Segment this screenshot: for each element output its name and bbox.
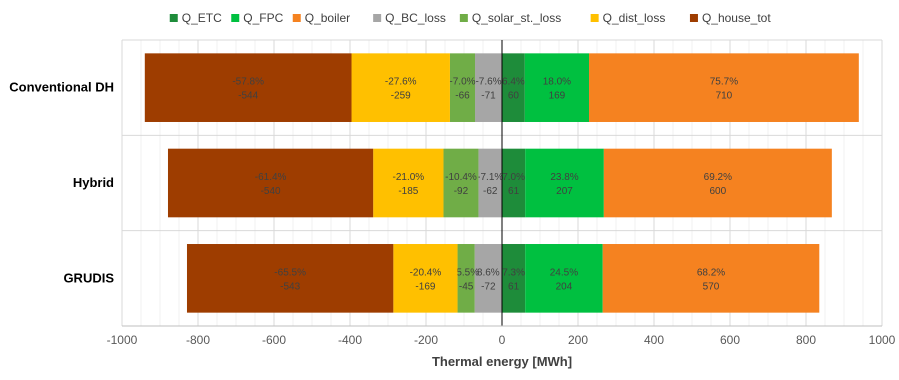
bar-segment <box>474 244 502 313</box>
bar-segment <box>457 244 475 313</box>
x-tick-label: 600 <box>720 333 740 347</box>
legend-swatch <box>689 14 698 22</box>
data-label-percent: 8.6% <box>477 267 500 278</box>
bar-segment <box>502 53 525 122</box>
data-label-value: 204 <box>556 281 573 292</box>
x-tick-label: -400 <box>338 333 362 347</box>
bar-segment <box>393 244 458 313</box>
data-label-percent: -7.1% <box>477 172 503 183</box>
bar-segment <box>449 53 476 122</box>
category-label: Conventional DH <box>9 80 114 95</box>
legend-label: Q_ETC <box>182 11 222 25</box>
x-tick-label: -600 <box>262 333 286 347</box>
data-label-percent: 69.2% <box>704 172 732 183</box>
bar-segment <box>186 244 394 313</box>
bars: 6.4% 60 18.0% 169 75.7% 710 -7.6% -71 -7.0% -66 -2… <box>144 53 859 313</box>
bar-segment <box>603 148 832 218</box>
data-label-percent: -20.4% <box>410 267 442 278</box>
bar-segment <box>602 244 820 313</box>
data-label-value: -71 <box>481 91 496 102</box>
data-label-value: 61 <box>508 281 520 292</box>
data-label-percent: -65.5% <box>274 267 306 278</box>
x-tick-label: 200 <box>568 333 588 347</box>
data-label-value: -92 <box>454 186 469 197</box>
data-label-percent: 23.8% <box>550 172 578 183</box>
data-label-value: 61 <box>508 186 520 197</box>
data-label-percent: -27.6% <box>385 77 417 88</box>
data-label-percent: -10.4% <box>445 172 477 183</box>
bar-segment <box>525 148 604 218</box>
legend-swatch <box>292 14 301 22</box>
data-label-percent: 7.0% <box>502 172 525 183</box>
x-tick-label: -800 <box>186 333 210 347</box>
legend-swatch <box>373 14 382 22</box>
data-label-percent: -7.6% <box>475 77 501 88</box>
data-label-value: 60 <box>508 91 520 102</box>
bar-segment <box>502 244 526 313</box>
bar-segment <box>351 53 450 122</box>
legend-label: Q_boiler <box>305 11 350 25</box>
data-label-value: -62 <box>483 186 498 197</box>
data-label-percent: 75.7% <box>710 77 738 88</box>
category-label: Hybrid <box>73 175 114 190</box>
data-label-percent: 18.0% <box>543 77 571 88</box>
data-label-percent: -7.0% <box>449 77 475 88</box>
data-label-value: -185 <box>398 186 418 197</box>
x-tick-label: 800 <box>796 333 816 347</box>
data-label-percent: -57.8% <box>232 77 264 88</box>
legend-label: Q_FPC <box>243 11 283 25</box>
data-label-value: -66 <box>455 91 470 102</box>
data-label-value: -169 <box>415 281 435 292</box>
legend-swatch <box>169 14 178 22</box>
data-label-percent: 24.5% <box>550 267 578 278</box>
bar-segment <box>373 148 444 218</box>
x-tick-label: 400 <box>644 333 664 347</box>
data-label-value: -45 <box>459 281 474 292</box>
data-label-value: 600 <box>709 186 726 197</box>
data-label-value: 207 <box>556 186 573 197</box>
bar-segment <box>525 244 603 313</box>
data-label-percent: 68.2% <box>697 267 725 278</box>
data-label-value: 710 <box>716 91 733 102</box>
bar-segment <box>443 148 479 218</box>
data-label-percent: -61.4% <box>255 172 287 183</box>
axes: Conventional DH Hybrid GRUDIS -1000 -800 -600… <box>9 40 896 347</box>
data-label-value: -544 <box>238 91 258 102</box>
x-axis-title: Thermal energy [MWh] <box>432 354 572 369</box>
data-label-percent: -5.5% <box>453 267 479 278</box>
data-label-percent: 7.3% <box>502 267 525 278</box>
legend-swatch <box>231 14 240 22</box>
legend-label: Q_house_tot <box>702 11 771 25</box>
legend: Q_ETC Q_FPC Q_boiler Q_BC_loss Q_solar_st._l… <box>169 11 771 25</box>
data-label-percent: 6.4% <box>502 77 525 88</box>
data-label-value: 570 <box>703 281 720 292</box>
bar-segment <box>144 53 352 122</box>
data-label-value: -72 <box>481 281 496 292</box>
data-label-value: 169 <box>549 91 566 102</box>
bar-segment <box>475 53 502 122</box>
data-label-percent: -21.0% <box>392 172 424 183</box>
x-tick-label: -200 <box>414 333 438 347</box>
legend-label: Q_BC_loss <box>385 11 446 25</box>
x-tick-label: -1000 <box>107 333 138 347</box>
data-label-value: -259 <box>391 91 411 102</box>
bar-segment <box>478 148 502 218</box>
category-label: GRUDIS <box>63 270 114 285</box>
legend-label: Q_solar_st._loss <box>472 11 561 25</box>
data-label-value: -540 <box>261 186 281 197</box>
bar-segment <box>502 148 526 218</box>
legend-label: Q_dist_loss <box>603 11 666 25</box>
x-tick-label: 1000 <box>869 333 896 347</box>
bar-segment <box>524 53 590 122</box>
x-tick-label: 0 <box>499 333 506 347</box>
bar-segment <box>167 148 374 218</box>
legend-swatch <box>459 14 468 22</box>
data-label-value: -543 <box>280 281 300 292</box>
bar-segment <box>589 53 859 122</box>
legend-swatch <box>590 14 599 22</box>
